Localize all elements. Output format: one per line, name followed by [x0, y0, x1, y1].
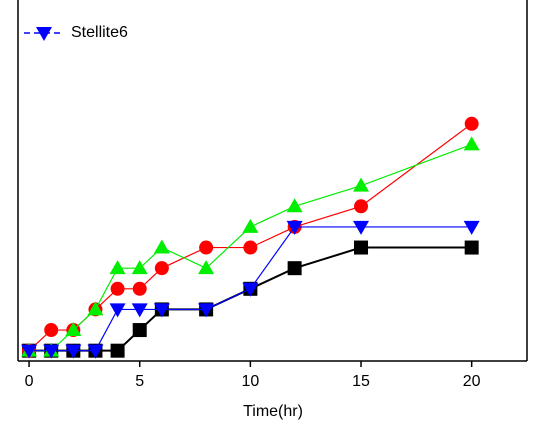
- data-point: [65, 344, 82, 359]
- data-point: [463, 136, 480, 151]
- x-tick-label: 20: [463, 373, 481, 390]
- data-point: [65, 322, 82, 337]
- data-point: [354, 199, 369, 214]
- legend-label: Stellite6: [71, 24, 128, 41]
- data-point: [132, 281, 147, 296]
- data-point: [154, 261, 169, 276]
- data-point: [87, 301, 104, 316]
- series-line: [29, 246, 472, 352]
- data-point: [242, 282, 259, 297]
- data-point: [286, 220, 303, 235]
- x-tick-label: 0: [25, 373, 34, 390]
- data-point: [131, 260, 148, 275]
- data-point: [110, 343, 125, 358]
- x-axis-label: Time(hr): [243, 403, 303, 420]
- data-point: [287, 261, 302, 276]
- data-point: [353, 220, 370, 235]
- data-point: [132, 323, 147, 338]
- data-point: [243, 240, 258, 255]
- data-point: [463, 220, 480, 235]
- x-tick-label: 15: [352, 373, 370, 390]
- data-point: [21, 344, 38, 359]
- data-point: [44, 323, 59, 338]
- data-point: [131, 303, 148, 318]
- data-point: [43, 344, 60, 359]
- data-point: [198, 303, 215, 318]
- data-point: [87, 344, 104, 359]
- data-point: [353, 177, 370, 192]
- data-point: [198, 260, 215, 275]
- data-point: [354, 240, 369, 255]
- data-point: [464, 240, 479, 255]
- data-point: [153, 239, 170, 254]
- data-point: [109, 260, 126, 275]
- data-point: [242, 218, 259, 233]
- x-tick-label: 10: [241, 373, 259, 390]
- x-tick-label: 5: [135, 373, 144, 390]
- data-point: [464, 116, 479, 131]
- data-point: [286, 198, 303, 213]
- data-point: [110, 281, 125, 296]
- data-point: [153, 303, 170, 318]
- legend-marker: [36, 27, 52, 41]
- data-point: [109, 303, 126, 318]
- data-point: [199, 240, 214, 255]
- series-line: [28, 123, 473, 352]
